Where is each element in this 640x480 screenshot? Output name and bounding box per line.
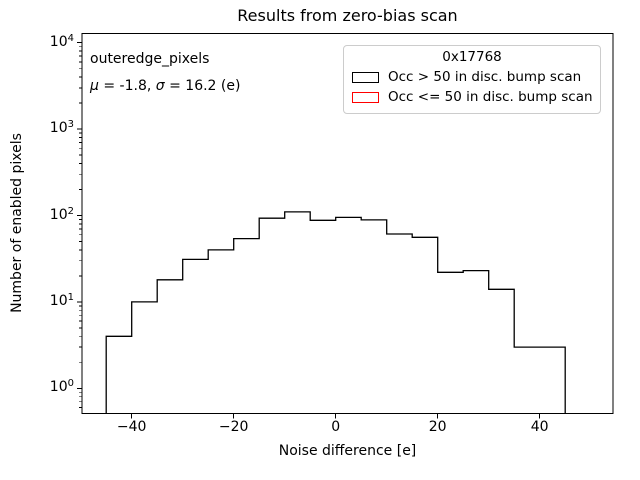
y-tick-label: 100 — [49, 378, 74, 396]
axis-ticks — [77, 42, 541, 419]
sigma-value: = 16.2 (e) — [164, 78, 241, 94]
mu-symbol: μ — [90, 78, 99, 94]
y-tick-label: 104 — [49, 32, 74, 50]
chart-title: Results from zero-bias scan — [237, 6, 458, 25]
x-tick-label: 20 — [428, 419, 447, 435]
legend-entry-label: Occ > 50 in disc. bump scan — [388, 69, 582, 85]
y-axis-label: Number of enabled pixels — [9, 133, 25, 313]
stats-annotation: outeredge_pixels μ = -1.8, σ = 16.2 (e) — [90, 46, 240, 100]
histogram-steps — [105, 211, 566, 414]
annotation-stats: μ = -1.8, σ = 16.2 (e) — [90, 73, 240, 100]
legend: 0x17768 Occ > 50 in disc. bump scan Occ … — [343, 45, 601, 114]
legend-entry: Occ > 50 in disc. bump scan — [352, 69, 592, 85]
legend-entry: Occ <= 50 in disc. bump scan — [352, 89, 593, 105]
legend-title: 0x17768 — [442, 49, 502, 65]
x-tick-label: 0 — [331, 419, 341, 435]
mu-value: = -1.8, — [98, 78, 156, 94]
x-tick-label: 40 — [530, 419, 549, 435]
y-tick-label: 101 — [49, 291, 74, 309]
annotation-region-name: outeredge_pixels — [90, 51, 210, 67]
red-step-swatch-icon — [352, 91, 379, 103]
x-tick-label: −40 — [116, 419, 147, 435]
sigma-symbol: σ — [155, 78, 165, 94]
x-axis-label: Noise difference [e] — [278, 443, 417, 459]
legend-entry-label: Occ <= 50 in disc. bump scan — [388, 89, 593, 105]
x-tick-label: −20 — [218, 419, 249, 435]
histogram-path — [105, 211, 566, 414]
y-tick-label: 103 — [49, 119, 74, 137]
y-tick-label: 102 — [49, 205, 74, 223]
black-step-swatch-icon — [352, 71, 379, 83]
